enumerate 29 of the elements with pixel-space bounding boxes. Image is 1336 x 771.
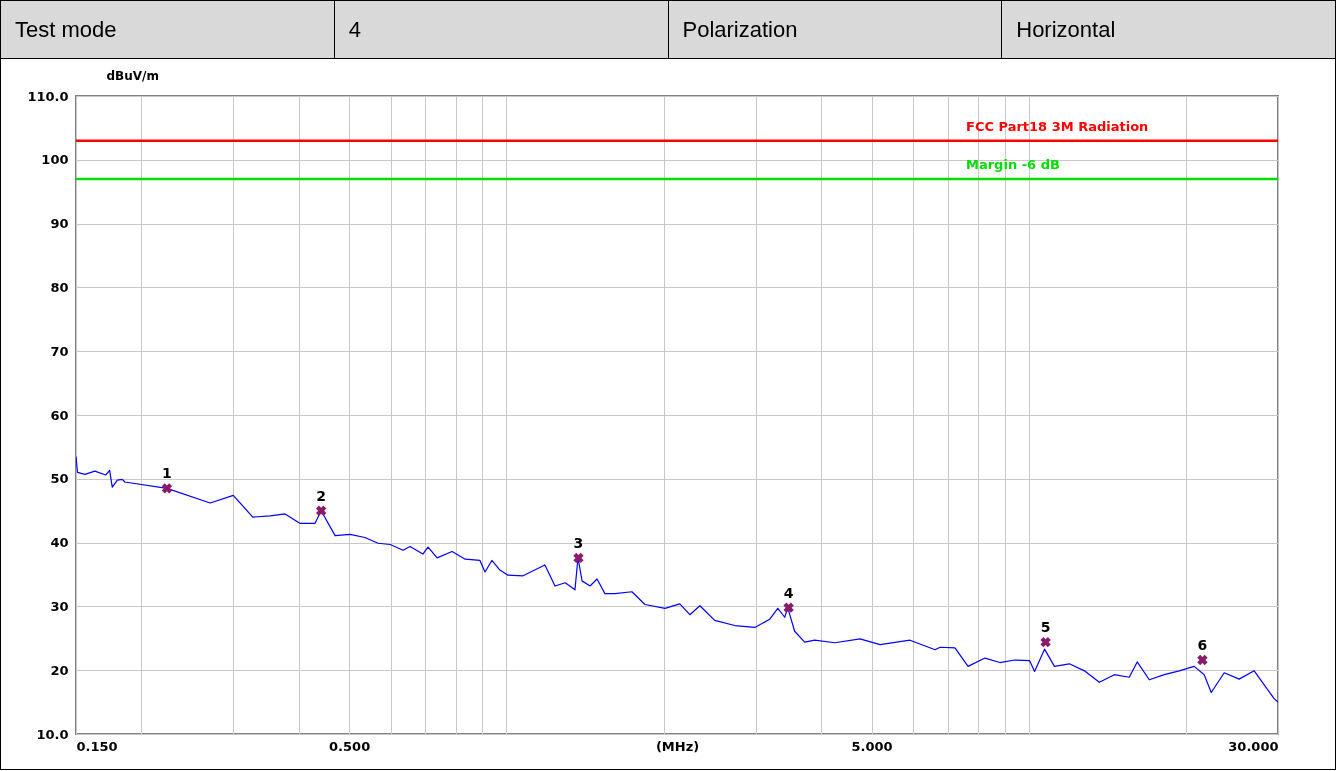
text: 4 bbox=[334, 0, 668, 59]
annotation: 6 bbox=[1197, 636, 1208, 653]
text: Test mode bbox=[0, 0, 335, 59]
y-tick-label: 90 bbox=[50, 216, 69, 232]
y-tick-label: 100 bbox=[41, 152, 69, 168]
y-tick-label: 20 bbox=[50, 662, 69, 678]
y-tick-label: 80 bbox=[50, 279, 69, 295]
ref-line-label: Margin -6 dB bbox=[966, 156, 1060, 172]
y-axis-title: dBuV/m bbox=[106, 68, 159, 83]
x-tick-label: 30.000 bbox=[1228, 738, 1279, 754]
annotation: 4 bbox=[783, 584, 794, 601]
y-tick-label: 50 bbox=[50, 471, 69, 487]
y-tick-label: 30 bbox=[50, 598, 69, 614]
text: Horizontal bbox=[1001, 0, 1336, 59]
x-tick-label: 5.000 bbox=[851, 738, 893, 754]
y-tick-label: 110.0 bbox=[27, 88, 69, 104]
y-tick-label: 60 bbox=[50, 407, 69, 423]
x-axis-title: (MHz) bbox=[655, 738, 700, 754]
x-tick-label: 0.150 bbox=[76, 738, 118, 754]
y-tick-label: 40 bbox=[50, 535, 69, 551]
annotation: 2 bbox=[316, 487, 327, 504]
annotation: 3 bbox=[573, 534, 584, 551]
x-tick-label: 0.500 bbox=[329, 738, 371, 754]
annotation: 1 bbox=[162, 465, 172, 482]
y-tick-label: 70 bbox=[50, 343, 69, 359]
annotation: 5 bbox=[1040, 619, 1051, 636]
y-tick-label: 10.0 bbox=[36, 726, 69, 742]
text: Polarization bbox=[668, 0, 1002, 59]
ref-line-label: FCC Part18 3M Radiation bbox=[966, 118, 1149, 134]
